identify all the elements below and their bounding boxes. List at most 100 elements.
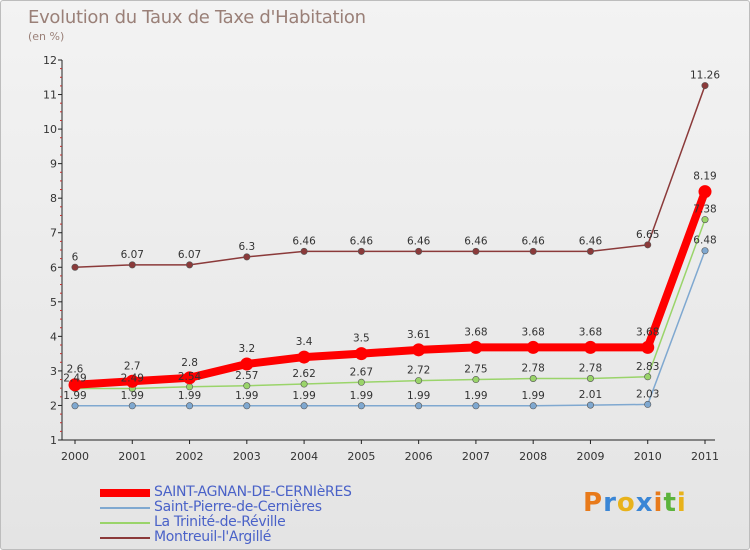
data-point: [701, 82, 709, 90]
y-tick-label: 5: [50, 296, 57, 309]
data-point: [128, 402, 136, 410]
data-point: [701, 247, 709, 255]
x-tick-label: 2000: [61, 450, 89, 463]
x-tick-label: 2005: [347, 450, 375, 463]
data-label: 3.68: [579, 326, 602, 338]
logo-letter: i: [676, 488, 687, 518]
data-label: 2.54: [178, 371, 202, 383]
logo-letter: i: [653, 488, 664, 518]
data-label: 3.68: [521, 326, 544, 338]
y-tick-label: 11: [43, 89, 57, 102]
data-label: 3.4: [296, 336, 313, 348]
y-tick-label: 4: [50, 330, 57, 343]
x-tick-label: 2002: [176, 450, 204, 463]
x-tick-label: 2003: [233, 450, 261, 463]
x-tick-label: 2007: [462, 450, 490, 463]
data-label: 6.65: [636, 229, 659, 241]
data-point: [125, 374, 139, 388]
data-point: [529, 375, 537, 383]
y-tick-label: 12: [43, 54, 57, 67]
y-tick-label: 6: [50, 261, 57, 274]
data-point: [300, 380, 308, 388]
data-point: [529, 402, 537, 410]
data-label: 2.03: [636, 388, 659, 400]
data-label: 2.6: [67, 364, 84, 376]
data-label: 1.99: [350, 390, 373, 402]
y-tick-label: 3: [50, 365, 57, 378]
data-point: [586, 375, 594, 383]
data-label: 2.57: [235, 370, 258, 382]
data-label: 3.5: [353, 333, 370, 345]
data-label: 2.78: [521, 363, 544, 375]
data-point: [641, 340, 655, 354]
data-label: 2.62: [292, 368, 315, 380]
data-label: 2.75: [464, 364, 487, 376]
data-label: 1.99: [121, 390, 144, 402]
data-point: [586, 401, 594, 409]
logo-letter: t: [663, 488, 677, 518]
data-point: [586, 247, 594, 255]
logo-letter: o: [616, 488, 636, 518]
legend-swatch: [100, 537, 150, 539]
data-point: [357, 378, 365, 386]
x-tick-label: 2009: [576, 450, 604, 463]
data-label: 2.83: [636, 361, 659, 373]
data-point: [469, 340, 483, 354]
data-point: [243, 382, 251, 390]
x-tick-label: 2006: [405, 450, 433, 463]
data-point: [415, 402, 423, 410]
y-tick-label: 1: [50, 434, 57, 447]
data-label: 8.19: [693, 171, 716, 183]
chart-subtitle: (en %): [28, 30, 65, 43]
y-tick-label: 9: [50, 158, 57, 171]
data-point: [357, 247, 365, 255]
data-point: [243, 402, 251, 410]
data-label: 3.68: [636, 326, 659, 338]
data-label: 6: [72, 251, 79, 263]
data-point: [698, 185, 712, 199]
proxiti-logo: Proxiti: [583, 488, 687, 518]
data-point: [186, 261, 194, 269]
data-label: 1.99: [63, 390, 86, 402]
series-line: [74, 218, 706, 390]
y-tick-label: 8: [50, 192, 57, 205]
data-label: 2.67: [350, 366, 373, 378]
data-point: [526, 340, 540, 354]
data-label: 6.46: [579, 235, 603, 247]
data-point: [300, 247, 308, 255]
data-label: 2.49: [63, 373, 86, 385]
data-label: 7.38: [693, 204, 716, 216]
logo-letter: r: [603, 488, 617, 518]
data-label: 1.99: [521, 390, 544, 402]
legend-label: SAINT-AGNAN-DE-CERNIèRES: [154, 484, 352, 500]
legend-label: Saint-Pierre-de-Cernières: [154, 499, 322, 515]
legend-swatch: [100, 489, 150, 497]
data-point: [357, 402, 365, 410]
series-line: [74, 84, 706, 269]
data-point: [183, 371, 197, 385]
legend-label: La Trinité-de-Réville: [154, 514, 286, 530]
data-label: 6.46: [464, 235, 488, 247]
data-label: 2.8: [181, 357, 198, 369]
data-point: [297, 350, 311, 364]
data-point: [472, 376, 480, 384]
data-label: 2.78: [579, 363, 602, 375]
data-point: [354, 347, 368, 361]
data-point: [71, 402, 79, 410]
data-label: 6.3: [238, 241, 255, 253]
data-point: [300, 402, 308, 410]
logo-letter: P: [583, 488, 604, 518]
data-point: [583, 340, 597, 354]
data-label: 6.07: [121, 249, 144, 261]
data-point: [415, 247, 423, 255]
x-tick-label: 2011: [691, 450, 719, 463]
data-label: 1.99: [292, 390, 315, 402]
logo-letter: x: [635, 488, 654, 518]
data-label: 2.7: [124, 360, 141, 372]
data-label: 2.01: [579, 389, 602, 401]
data-point: [68, 378, 82, 392]
data-point: [472, 247, 480, 255]
data-label: 1.99: [178, 390, 201, 402]
data-point: [128, 261, 136, 269]
